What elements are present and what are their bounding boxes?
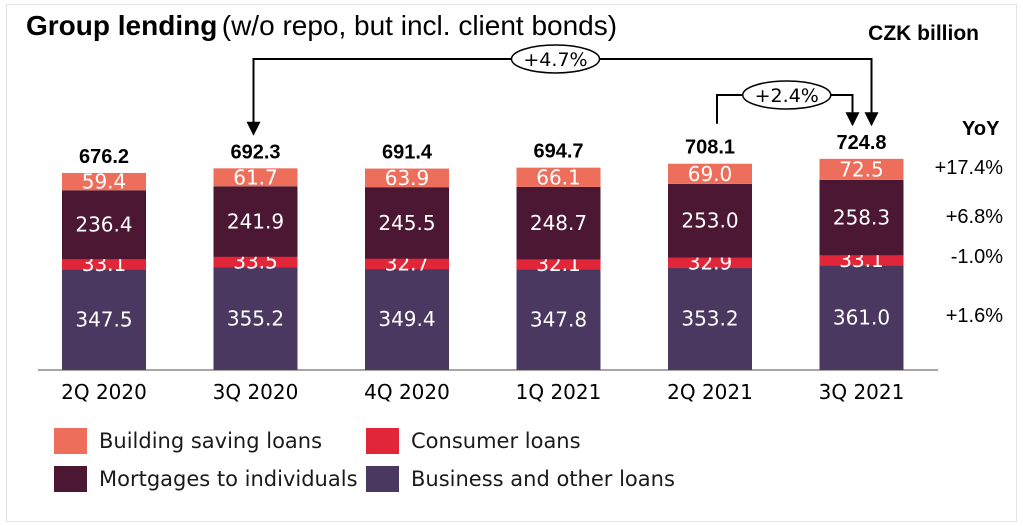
data-label-mortgages-to-individuals: 241.9 <box>227 210 284 234</box>
total-label: 692.3 <box>230 141 280 163</box>
x-tick-label: 2Q 2021 <box>667 380 753 404</box>
yoy-header: YoY <box>962 118 1000 140</box>
yoy-building-saving: +17.4% <box>934 157 1003 180</box>
bar-segment-mortgages-to-individuals <box>516 186 601 260</box>
data-label-building-saving-loans: 63.9 <box>385 166 430 190</box>
data-label-business-and-other-loans: 361.0 <box>833 305 890 329</box>
bar-segment-mortgages-to-individuals <box>819 179 904 256</box>
data-label-mortgages-to-individuals: 245.5 <box>378 211 435 235</box>
bar-segment-mortgages-to-individuals <box>62 190 146 260</box>
legend-swatch <box>366 428 399 454</box>
x-tick-label: 3Q 2021 <box>819 380 905 404</box>
bar-segment-consumer-loans <box>516 258 601 270</box>
chart-title: Group lending (w/o repo, but incl. clien… <box>26 10 617 42</box>
legend-item-mortgages: Mortgages to individuals <box>54 466 358 492</box>
bar-segment-mortgages-to-individuals <box>213 186 298 257</box>
legend-label: Business and other loans <box>411 467 675 491</box>
legend-item-building-saving: Building saving loans <box>54 428 322 454</box>
growth-bubble <box>510 44 601 74</box>
bar-segment-building-saving-loans <box>819 158 904 180</box>
yoy-mortgages: +6.8% <box>945 205 1003 228</box>
data-label-business-and-other-loans: 355.2 <box>227 306 284 330</box>
bar-segment-mortgages-to-individuals <box>365 187 449 259</box>
x-tick-label: 4Q 2020 <box>364 380 450 404</box>
data-label-mortgages-to-individuals: 258.3 <box>833 206 890 230</box>
legend-label: Building saving loans <box>99 429 323 453</box>
legend-item-consumer: Consumer loans <box>366 428 581 454</box>
legend-swatch <box>54 466 87 492</box>
bar-segment-business-and-other-loans <box>213 266 298 370</box>
data-label-building-saving-loans: 69.0 <box>688 162 733 186</box>
bar-segment-business-and-other-loans <box>819 264 904 370</box>
data-label-building-saving-loans: 66.1 <box>536 165 581 189</box>
x-tick-label: 3Q 2020 <box>213 380 299 404</box>
legend-swatch <box>366 466 399 492</box>
bar-segment-business-and-other-loans <box>516 268 601 370</box>
bar-segment-building-saving-loans <box>516 167 601 187</box>
bar-segment-consumer-loans <box>213 255 298 268</box>
growth-label-short: +2.4% <box>755 85 819 107</box>
bar-segment-consumer-loans <box>365 257 449 270</box>
total-label: 691.4 <box>382 142 433 164</box>
bar-segment-consumer-loans <box>819 254 904 266</box>
bar-segment-building-saving-loans <box>365 168 449 188</box>
x-tick-label: 1Q 2021 <box>516 380 602 404</box>
data-label-mortgages-to-individuals: 236.4 <box>75 213 132 237</box>
bar-segment-business-and-other-loans <box>365 268 449 370</box>
unit-label: CZK billion <box>868 22 979 45</box>
bar-segment-mortgages-to-individuals <box>668 183 752 258</box>
bar-segment-business-and-other-loans <box>62 268 146 370</box>
bar-segment-building-saving-loans <box>668 163 752 184</box>
bar-segment-building-saving-loans <box>62 172 146 191</box>
total-label: 708.1 <box>685 137 735 159</box>
chart-frame <box>6 4 1017 522</box>
legend-swatch <box>54 428 87 454</box>
data-label-building-saving-loans: 72.5 <box>839 157 884 181</box>
chart-title-subtitle: (w/o repo, but incl. client bonds) <box>221 10 618 41</box>
data-label-building-saving-loans: 59.4 <box>82 170 127 194</box>
x-tick-label: 2Q 2020 <box>61 380 147 404</box>
total-label: 676.2 <box>79 146 129 168</box>
bar-segment-consumer-loans <box>668 256 752 269</box>
growth-bubble <box>742 80 832 110</box>
legend-item-business: Business and other loans <box>366 466 675 492</box>
data-label-mortgages-to-individuals: 253.0 <box>681 209 738 233</box>
data-label-building-saving-loans: 61.7 <box>233 165 278 189</box>
legend-label: Mortgages to individuals <box>99 467 358 491</box>
growth-label-long: +4.7% <box>523 49 587 71</box>
yoy-business: +1.6% <box>945 305 1003 328</box>
data-label-business-and-other-loans: 347.8 <box>530 307 587 331</box>
bar-segment-consumer-loans <box>62 258 146 270</box>
total-label: 694.7 <box>533 141 583 163</box>
total-label: 724.8 <box>836 132 886 154</box>
bar-segment-business-and-other-loans <box>668 267 752 370</box>
data-label-mortgages-to-individuals: 248.7 <box>530 211 587 235</box>
data-label-business-and-other-loans: 349.4 <box>378 307 435 331</box>
chart-title-main: Group lending <box>26 10 218 41</box>
data-label-business-and-other-loans: 347.5 <box>75 307 132 331</box>
bar-segment-building-saving-loans <box>213 168 298 187</box>
legend-label: Consumer loans <box>411 429 581 453</box>
data-label-business-and-other-loans: 353.2 <box>681 307 738 331</box>
yoy-consumer: -1.0% <box>950 246 1003 269</box>
